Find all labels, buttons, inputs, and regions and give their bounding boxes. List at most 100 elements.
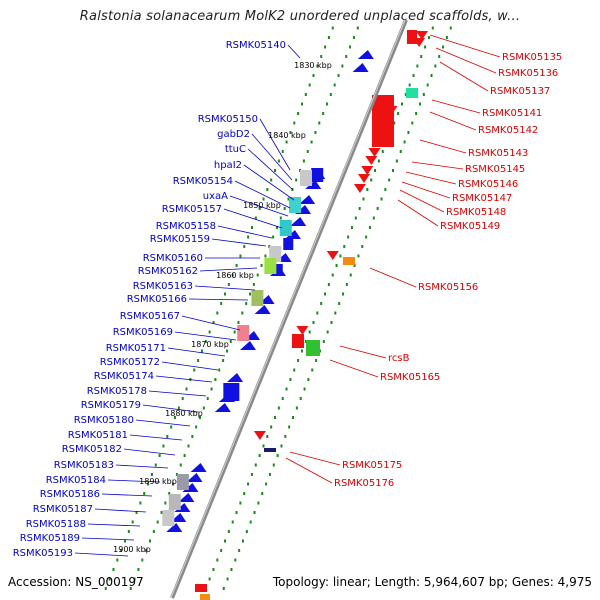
left-gene-label[interactable]: RSMK05159 bbox=[150, 234, 210, 245]
forward-gene bbox=[284, 230, 301, 239]
forward-gene bbox=[290, 217, 307, 226]
right-gene-label[interactable]: RSMK05135 bbox=[502, 52, 562, 63]
left-gene-label[interactable]: RSMK05187 bbox=[33, 504, 93, 515]
left-gene-label[interactable]: RSMK05188 bbox=[26, 519, 86, 530]
label-leader bbox=[431, 99, 481, 114]
tick-mark bbox=[299, 397, 302, 400]
left-gene-label[interactable]: RSMK05174 bbox=[94, 371, 154, 382]
left-gene-label[interactable]: RSMK05171 bbox=[106, 343, 166, 354]
right-gene-label[interactable]: RSMK05175 bbox=[342, 460, 402, 471]
left-gene-label[interactable]: RSMK05140 bbox=[226, 40, 286, 51]
tick-mark bbox=[210, 387, 213, 391]
tick-mark bbox=[252, 283, 255, 286]
left-gene-label[interactable]: ttuC bbox=[225, 144, 246, 155]
label-leader bbox=[167, 347, 226, 357]
tick-mark bbox=[177, 406, 180, 410]
left-gene-label[interactable]: RSMK05167 bbox=[120, 311, 180, 322]
tick-mark bbox=[208, 577, 211, 581]
left-gene-label[interactable]: RSMK05157 bbox=[162, 204, 222, 215]
tick-mark bbox=[264, 254, 267, 258]
left-gene-label[interactable]: RSMK05172 bbox=[100, 357, 160, 368]
left-gene-label[interactable]: RSMK05178 bbox=[87, 386, 147, 397]
tick-mark bbox=[341, 64, 344, 68]
tick-mark bbox=[333, 83, 336, 87]
tick-mark bbox=[411, 121, 414, 125]
tick-mark bbox=[280, 444, 283, 448]
forward-gene bbox=[305, 180, 322, 189]
right-gene-label[interactable]: RSMK05143 bbox=[468, 148, 528, 159]
gene-box bbox=[306, 340, 320, 356]
left-gene-label[interactable]: RSMK05193 bbox=[13, 548, 73, 559]
left-gene-label[interactable]: RSMK05179 bbox=[81, 400, 141, 411]
left-gene-label[interactable]: gabD2 bbox=[217, 129, 250, 140]
forward-gene bbox=[254, 305, 271, 314]
label-leader bbox=[329, 359, 379, 378]
tick-mark bbox=[230, 568, 233, 571]
label-leader bbox=[148, 390, 207, 397]
tick-mark bbox=[384, 188, 387, 191]
left-gene-label[interactable]: uxaA bbox=[203, 191, 228, 202]
right-gene-label[interactable]: RSMK05145 bbox=[465, 164, 525, 175]
right-gene-label[interactable]: RSMK05137 bbox=[490, 86, 550, 97]
right-gene-label[interactable]: rcsB bbox=[388, 353, 410, 364]
tick-mark bbox=[247, 482, 250, 486]
tick-mark bbox=[424, 45, 427, 49]
right-gene-label[interactable]: RSMK05156 bbox=[418, 282, 478, 293]
left-gene-label[interactable]: hpaI2 bbox=[214, 160, 242, 171]
left-gene-label[interactable]: RSMK05158 bbox=[156, 221, 216, 232]
left-gene-label[interactable]: RSMK05189 bbox=[20, 533, 80, 544]
left-gene-label[interactable]: RSMK05162 bbox=[138, 266, 198, 277]
tick-mark bbox=[281, 397, 284, 400]
tick-mark bbox=[339, 254, 342, 258]
tick-mark bbox=[285, 140, 288, 144]
tick-mark bbox=[216, 311, 219, 315]
left-gene-label[interactable]: RSMK05160 bbox=[143, 253, 203, 264]
right-gene-label[interactable]: RSMK05148 bbox=[446, 207, 506, 218]
label-leader bbox=[243, 164, 295, 201]
left-gene-label[interactable]: RSMK05180 bbox=[74, 415, 134, 426]
tick-mark bbox=[399, 150, 402, 153]
right-gene-label[interactable]: RSMK05141 bbox=[482, 108, 542, 119]
gene-box bbox=[264, 448, 276, 452]
left-gene-label[interactable]: RSMK05154 bbox=[173, 176, 233, 187]
tick-mark bbox=[430, 74, 433, 77]
left-gene-label[interactable]: RSMK05163 bbox=[133, 281, 193, 292]
tick-mark bbox=[170, 425, 173, 429]
right-gene-label[interactable]: RSMK05146 bbox=[458, 179, 518, 190]
tick-mark bbox=[442, 45, 445, 49]
reverse-gene bbox=[365, 156, 378, 165]
left-gene-label[interactable]: RSMK05186 bbox=[40, 489, 100, 500]
tick-mark bbox=[204, 340, 207, 343]
label-leader bbox=[217, 225, 273, 239]
tick-mark bbox=[274, 169, 277, 172]
tick-mark bbox=[395, 159, 398, 163]
tick-mark bbox=[160, 511, 163, 514]
right-gene-label[interactable]: RSMK05176 bbox=[334, 478, 394, 489]
tick-mark bbox=[308, 330, 311, 334]
left-gene-label[interactable]: RSMK05184 bbox=[46, 475, 106, 486]
tick-mark bbox=[181, 397, 184, 400]
reverse-gene bbox=[407, 30, 417, 44]
tick-mark bbox=[316, 311, 319, 315]
left-gene-label[interactable]: RSMK05150 bbox=[198, 114, 258, 125]
right-gene-label[interactable]: RSMK05149 bbox=[440, 221, 500, 232]
tick-mark bbox=[315, 359, 318, 362]
scale-label: 1830 kbp bbox=[294, 61, 332, 70]
tick-mark bbox=[272, 235, 275, 239]
left-gene-label[interactable]: RSMK05166 bbox=[127, 294, 187, 305]
label-leader bbox=[339, 345, 387, 359]
tick-mark bbox=[320, 55, 323, 58]
right-gene-label[interactable]: RSMK05136 bbox=[498, 68, 558, 79]
right-gene-label[interactable]: RSMK05165 bbox=[380, 372, 440, 383]
right-gene-label[interactable]: RSMK05147 bbox=[452, 193, 512, 204]
tick-mark bbox=[258, 207, 261, 210]
left-gene-label[interactable]: RSMK05183 bbox=[54, 460, 114, 471]
left-gene-label[interactable]: RSMK05169 bbox=[113, 327, 173, 338]
left-gene-label[interactable]: RSMK05181 bbox=[68, 430, 128, 441]
tick-mark bbox=[227, 530, 230, 533]
reverse-gene bbox=[253, 431, 266, 440]
tick-mark bbox=[185, 387, 188, 391]
left-gene-label[interactable]: RSMK05182 bbox=[62, 444, 122, 455]
right-gene-label[interactable]: RSMK05142 bbox=[478, 125, 538, 136]
tick-mark bbox=[224, 292, 227, 296]
